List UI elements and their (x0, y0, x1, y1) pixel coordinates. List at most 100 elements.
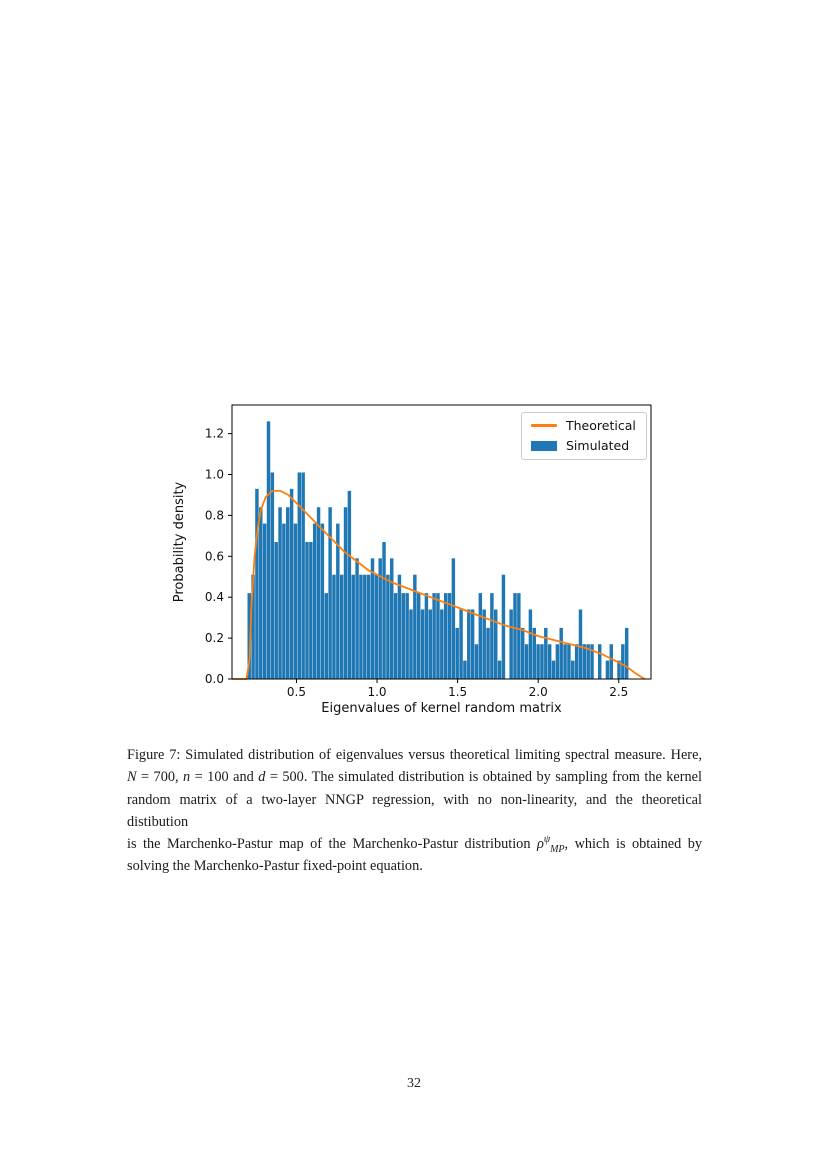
histogram-bar (363, 574, 367, 679)
histogram-bar (517, 593, 521, 679)
histogram-bar (624, 627, 629, 679)
legend-entry-theoretical: Theoretical (531, 418, 636, 433)
histogram-bar (370, 558, 375, 679)
caption-line: Figure 7: Simulated distribution of eige… (127, 744, 702, 766)
histogram-bar (301, 472, 305, 679)
legend-entry-simulated: Simulated (531, 438, 636, 453)
histogram-bar (598, 644, 602, 679)
theoretical-curve (232, 490, 646, 680)
histogram-bar (520, 627, 525, 679)
x-tick-label: 1.5 (448, 685, 467, 699)
figure-7: 0.5 1.0 1.5 2.0 2.5 Eigenvalues of kernel ran… (150, 395, 670, 725)
histogram-bar (309, 542, 313, 679)
histogram-bar (605, 660, 610, 679)
histogram-bar (312, 523, 317, 679)
histogram-bar (259, 507, 263, 679)
histogram-bar (617, 660, 621, 679)
caption-text: is the Marchenko-Pastur map of the March… (127, 836, 537, 853)
histogram-bar (413, 574, 417, 679)
legend-label-theoretical: Theoretical (566, 418, 636, 433)
legend-label-simulated: Simulated (566, 438, 630, 453)
chart-legend: Theoretical Simulated (521, 412, 647, 460)
histogram-bar (451, 558, 456, 679)
histogram-bar (559, 627, 563, 679)
histogram-bar (547, 644, 552, 679)
histogram-bar (455, 627, 459, 679)
caption-text: random matrix of a two-layer NNGP regres… (127, 791, 702, 830)
histogram-bar (544, 627, 548, 679)
x-tick-label: 2.0 (529, 685, 548, 699)
x-tick-label: 0.5 (287, 685, 306, 699)
y-tick-label: 0.2 (205, 631, 224, 645)
figure-caption: Figure 7: Simulated distribution of eige… (127, 744, 702, 878)
histogram-bar (355, 558, 359, 679)
histogram-bar (474, 644, 479, 679)
y-axis: 0.0 0.2 0.4 0.6 0.8 1.0 1.2 Probability density (172, 427, 232, 686)
histogram-bar (255, 488, 259, 679)
histogram-bar (513, 593, 517, 679)
histogram-bar (501, 574, 506, 679)
histogram-bar (401, 593, 406, 679)
theoretical-line-swatch (531, 424, 557, 427)
eigenvalue-histogram-chart: 0.5 1.0 1.5 2.0 2.5 Eigenvalues of kernel ran… (172, 404, 652, 716)
histogram-bar (478, 593, 483, 679)
math-italic: N (127, 769, 137, 786)
histogram-bar (332, 574, 336, 679)
histogram-bar (289, 488, 294, 679)
histogram-bar (339, 574, 344, 679)
x-tick-label: 2.5 (609, 685, 628, 699)
histogram-bar (494, 609, 498, 679)
histogram-bar (440, 609, 444, 679)
caption-text: solving the Marchenko-Pastur fixed-point… (127, 858, 423, 875)
histogram-bar (567, 644, 571, 679)
y-tick-label: 0.8 (205, 508, 224, 522)
y-tick-label: 1.0 (205, 468, 224, 482)
math-italic: n (183, 769, 191, 786)
histogram-bar (555, 644, 560, 679)
histogram-bar (536, 644, 540, 679)
histogram-bar (382, 542, 386, 679)
caption-line: N = 700, n = 100 and d = 500. The simula… (127, 766, 702, 788)
caption-line: is the Marchenko-Pastur map of the March… (127, 833, 702, 855)
y-tick-label: 0.4 (205, 590, 224, 604)
histogram-bar (390, 558, 394, 679)
histogram-bar (351, 574, 355, 679)
histogram-bar (305, 542, 309, 679)
y-axis-label: Probability density (172, 481, 187, 602)
histogram-bar (347, 490, 352, 679)
histogram-bar (497, 660, 502, 679)
caption-text: = 500. The simulated distribution is obt… (265, 769, 703, 786)
histogram-bar (486, 627, 490, 679)
math-subscript: MP (550, 844, 565, 856)
histogram-bar (378, 558, 382, 679)
histogram-bar (366, 574, 371, 679)
histogram-bar (293, 523, 298, 679)
caption-text: = 100 and (190, 769, 259, 786)
histogram-bar (386, 574, 390, 679)
x-tick-label: 1.0 (367, 685, 386, 699)
histogram-bar (609, 644, 614, 679)
math-italic: ρ (536, 836, 544, 853)
caption-text: = 700, (136, 769, 184, 786)
histogram-bar (251, 574, 255, 679)
histogram-bar (320, 523, 325, 679)
histogram-bar (405, 593, 409, 679)
histogram-bar (482, 609, 486, 679)
histogram-bar (467, 609, 471, 679)
histogram-bar (247, 593, 251, 679)
histogram-bar (447, 593, 452, 679)
histogram-bar (524, 644, 529, 679)
simulated-patch-swatch (531, 440, 557, 451)
histogram-bar (571, 660, 575, 679)
histogram-bar (262, 523, 267, 679)
histogram-bar (297, 472, 302, 679)
histogram-bar (582, 644, 587, 679)
histogram-bar (270, 472, 275, 679)
histogram-bar (420, 609, 425, 679)
histogram-bar (274, 542, 278, 679)
histogram-bar (316, 507, 321, 679)
histogram-bar (397, 574, 402, 679)
histogram-bar (432, 593, 436, 679)
histogram-bar (409, 609, 413, 679)
caption-text: , which is obtained by (564, 836, 703, 853)
